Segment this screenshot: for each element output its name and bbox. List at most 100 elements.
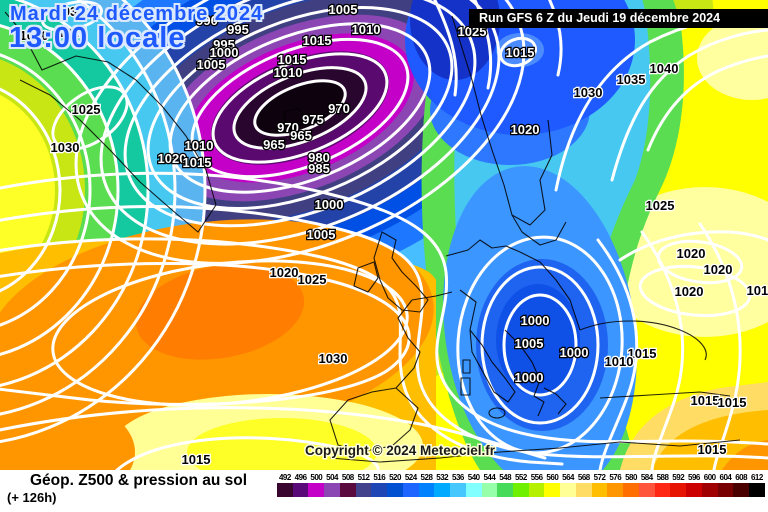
pressure-label: 1025 <box>298 272 327 287</box>
colorbar-value: 612 <box>750 473 763 482</box>
pressure-label: 985 <box>308 161 330 176</box>
colorbar-step: 500 <box>308 473 325 497</box>
colorbar-swatch <box>591 483 608 497</box>
colorbar-step: 504 <box>324 473 340 497</box>
pressure-label: 1010 <box>352 22 381 37</box>
colorbar-value: 580 <box>625 473 637 482</box>
colorbar-swatch <box>701 483 718 497</box>
pressure-label: 1025 <box>58 25 87 40</box>
colorbar-value: 588 <box>656 473 669 482</box>
colorbar-value: 544 <box>483 473 496 482</box>
colorbar-step: 568 <box>575 473 592 497</box>
colorbar-swatch <box>513 483 529 497</box>
colorbar-step: 540 <box>465 473 482 497</box>
colorbar-swatch <box>434 483 451 497</box>
colorbar-swatch <box>686 483 702 497</box>
colorbar-step: 576 <box>607 473 624 497</box>
pressure-label: 1015 <box>278 52 307 67</box>
colorbar-value: 576 <box>609 473 622 482</box>
colorbar-step: 544 <box>481 473 498 497</box>
colorbar-swatch <box>560 483 576 497</box>
colorbar-swatch <box>450 483 466 497</box>
colorbar-swatch <box>654 483 671 497</box>
pressure-label: 980 <box>308 150 330 165</box>
forecast-lead-time: (+ 126h) <box>7 490 57 505</box>
pressure-label: 1005 <box>515 336 544 351</box>
pressure-label: 975 <box>302 112 324 127</box>
pressure-label: 1015 <box>698 442 727 457</box>
colorbar-step: 580 <box>623 473 639 497</box>
colorbar-value: 592 <box>672 473 685 482</box>
colorbar-step: 584 <box>638 473 655 497</box>
colorbar-swatch <box>497 483 514 497</box>
pressure-label: 995 <box>227 22 249 37</box>
colorbar-swatch <box>292 483 309 497</box>
pressure-label: 1000 <box>315 197 344 212</box>
colorbar-value: 548 <box>499 473 512 482</box>
colorbar-value: 604 <box>719 473 732 482</box>
colorbar-swatch <box>717 483 734 497</box>
colorbar-swatch <box>670 483 687 497</box>
colorbar-step: 512 <box>355 473 372 497</box>
colorbar-value: 540 <box>467 473 480 482</box>
pressure-label: 970 <box>328 101 350 116</box>
colorbar-value: 596 <box>688 473 700 482</box>
colorbar-value: 512 <box>357 473 370 482</box>
pressure-label: 1005 <box>329 2 358 17</box>
pressure-label: 1010 <box>747 283 768 298</box>
colorbar-value: 504 <box>326 473 338 482</box>
colorbar-swatch <box>623 483 639 497</box>
pressure-label: 1030 <box>51 140 80 155</box>
colorbar-step: 496 <box>292 473 309 497</box>
colorbar-swatch <box>387 483 403 497</box>
colorbar-swatch <box>355 483 372 497</box>
colorbar-step: 592 <box>670 473 687 497</box>
colorbar-step: 588 <box>654 473 671 497</box>
colorbar-value: 496 <box>294 473 307 482</box>
colorbar-swatch <box>339 483 356 497</box>
pressure-label: 1025 <box>646 198 675 213</box>
colorbar-value: 568 <box>577 473 590 482</box>
pressure-label: 1000 <box>210 45 239 60</box>
colorbar-value: 492 <box>278 473 291 482</box>
colorbar-value: 556 <box>530 473 543 482</box>
colorbar-step: 492 <box>277 473 293 497</box>
pressure-label: 1015 <box>303 33 332 48</box>
pressure-label: 990 <box>196 13 218 28</box>
colorbar-step: 604 <box>717 473 734 497</box>
pressure-label: 970 <box>277 120 299 135</box>
colorbar-swatch <box>733 483 750 497</box>
colorbar-swatch <box>749 483 765 497</box>
pressure-label: 1020 <box>675 284 704 299</box>
colorbar-value: 584 <box>640 473 653 482</box>
pressure-label: 1000 <box>560 345 589 360</box>
pressure-label: 1020 <box>270 265 299 280</box>
colorbar-value: 608 <box>735 473 748 482</box>
colorbar-value: 500 <box>310 473 323 482</box>
colorbar-value: 524 <box>404 473 417 482</box>
colorbar-swatch <box>418 483 435 497</box>
colorbar-swatch <box>402 483 419 497</box>
pressure-label: 965 <box>290 128 312 143</box>
model-run-info: Run GFS 6 Z du Jeudi 19 décembre 2024 <box>469 9 768 28</box>
colorbar-step: 516 <box>371 473 388 497</box>
colorbar-swatch <box>481 483 498 497</box>
colorbar-step: 508 <box>339 473 356 497</box>
colorbar-step: 524 <box>402 473 419 497</box>
colorbar-step: 548 <box>497 473 514 497</box>
pressure-label: 1035 <box>617 72 646 87</box>
map-parameter-title: Géop. Z500 & pression au sol <box>30 472 248 489</box>
pressure-label: 1000 <box>521 313 550 328</box>
pressure-label: 1015 <box>183 155 212 170</box>
pressure-label: 1015 <box>506 45 535 60</box>
valid-date-label: Mardi 24 décembre 2024 <box>10 3 264 25</box>
colorbar-value: 572 <box>593 473 606 482</box>
colorbar-swatch <box>575 483 592 497</box>
colorbar-value: 552 <box>514 473 527 482</box>
colorbar-value: 516 <box>373 473 386 482</box>
colorbar-swatch <box>638 483 655 497</box>
colorbar-swatch <box>607 483 624 497</box>
pressure-label: 1015 <box>628 346 657 361</box>
